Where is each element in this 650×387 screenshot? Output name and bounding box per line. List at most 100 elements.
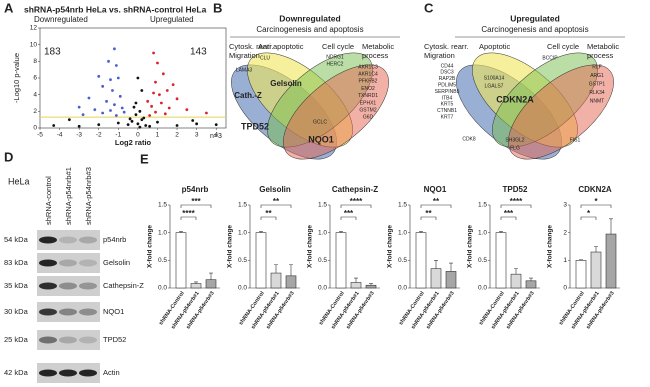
blot-band	[79, 369, 97, 377]
point	[159, 101, 163, 105]
point	[97, 74, 101, 78]
point	[195, 122, 199, 126]
blot-strip	[37, 230, 100, 250]
chart-title: Cathepsin-Z	[332, 185, 378, 194]
blot-band	[59, 308, 77, 316]
significance-bracket	[420, 204, 452, 208]
blot-band	[39, 369, 57, 377]
significance-label: ****	[510, 197, 523, 206]
point	[87, 96, 91, 100]
panel-label: B	[213, 0, 222, 15]
y-tick-label: 0.0	[398, 285, 407, 292]
error-bar	[289, 264, 293, 276]
error-bar	[194, 281, 198, 284]
significance-bracket	[180, 216, 197, 220]
bar	[575, 260, 587, 289]
point	[113, 47, 116, 51]
chart-title: p54nrb	[182, 185, 209, 194]
error-bar	[209, 272, 213, 280]
bar	[605, 233, 617, 289]
gene-label: GSTP1	[589, 81, 606, 87]
point	[175, 124, 179, 127]
y-tick-label: 0.5	[318, 257, 327, 264]
gene-label: CDK8	[462, 136, 476, 142]
significance-bracket	[260, 204, 292, 208]
blot-band	[79, 259, 97, 267]
y-tick-label: 0.5	[478, 257, 487, 264]
gene-label: AKR1C3	[358, 64, 378, 70]
gene-label: KRT5	[441, 102, 454, 108]
y-tick-label: 0	[563, 285, 567, 292]
significance-bracket	[500, 204, 532, 208]
point	[97, 123, 101, 127]
significance-bracket	[500, 216, 517, 220]
point	[81, 113, 85, 117]
significance-label: ***	[344, 209, 354, 218]
blot-strip	[37, 302, 100, 322]
gene-label: SH3GL2	[505, 137, 524, 143]
point	[107, 59, 110, 63]
significance-bracket	[340, 204, 372, 208]
x-tick-label: shRNA-Control	[558, 290, 586, 326]
venn-up-shapes	[455, 36, 625, 160]
venn-subtitle: Carcinogenesis and apoptosis	[256, 25, 363, 34]
plot-frame	[39, 27, 227, 129]
gene-label: RLF	[592, 64, 601, 70]
kda-label: 83 kDa	[4, 258, 29, 267]
x-tick-label: 2	[175, 132, 179, 139]
y-axis-label: X-fold change	[547, 225, 554, 268]
point	[138, 125, 142, 129]
y-tick-label: 0.0	[318, 285, 327, 292]
kda-label: 42 kDa	[4, 368, 29, 377]
x-tick-label: shRNA-p54nrb#3	[345, 291, 376, 331]
point	[128, 117, 132, 121]
gene-label: S100A14	[484, 75, 505, 81]
y-axis-label: X-fold change	[387, 225, 394, 268]
point	[111, 89, 114, 92]
gene-label: NNMT	[590, 98, 604, 104]
significance-label: **	[265, 209, 272, 218]
set-label: Metabolic	[587, 42, 619, 51]
gene-label: CLU	[260, 55, 270, 61]
blot-band	[59, 369, 77, 377]
y-axis-label: -Log10 p-value	[12, 53, 21, 103]
y-tick-label: 0.5	[158, 257, 167, 264]
y-tick-label: 0.0	[478, 285, 487, 292]
x-tick-label: 0	[136, 132, 140, 139]
point	[138, 109, 142, 113]
gene-label: PDLIM5	[438, 83, 456, 89]
point	[167, 106, 171, 110]
gene-label: SERPINB5	[435, 89, 460, 95]
point	[154, 80, 157, 84]
bar	[430, 268, 442, 289]
gene-label: TXNRD1	[358, 93, 378, 99]
blot-band	[79, 336, 97, 344]
point	[136, 76, 140, 80]
point	[214, 123, 218, 127]
y-axis-label: X-fold change	[147, 225, 154, 268]
venn-title: Downregulated	[279, 13, 340, 23]
lane-label: shRNA-p54nrb#3	[84, 167, 93, 225]
x-tick-label: shRNA-Control	[478, 290, 506, 326]
error-bar	[449, 262, 453, 272]
x-tick-label: -4	[57, 132, 63, 139]
gene-label: EPHX1	[360, 100, 377, 106]
point	[148, 114, 152, 117]
point	[120, 106, 124, 110]
y-tick-label: 0	[33, 125, 37, 132]
point	[156, 61, 159, 65]
annotation: n=3	[210, 133, 222, 140]
y-tick-label: 8	[33, 58, 37, 65]
annotation: Downregulated	[34, 15, 88, 24]
blot-strip	[37, 330, 100, 350]
y-tick-label: 2	[563, 229, 567, 236]
bar	[365, 284, 377, 289]
x-tick-label: -3	[76, 132, 82, 139]
point	[140, 89, 144, 92]
lane-label: shRNA-control	[44, 176, 53, 225]
significance-label: **	[273, 197, 280, 206]
point	[126, 123, 130, 127]
y-tick-label: 2	[33, 108, 37, 115]
point	[77, 124, 81, 128]
